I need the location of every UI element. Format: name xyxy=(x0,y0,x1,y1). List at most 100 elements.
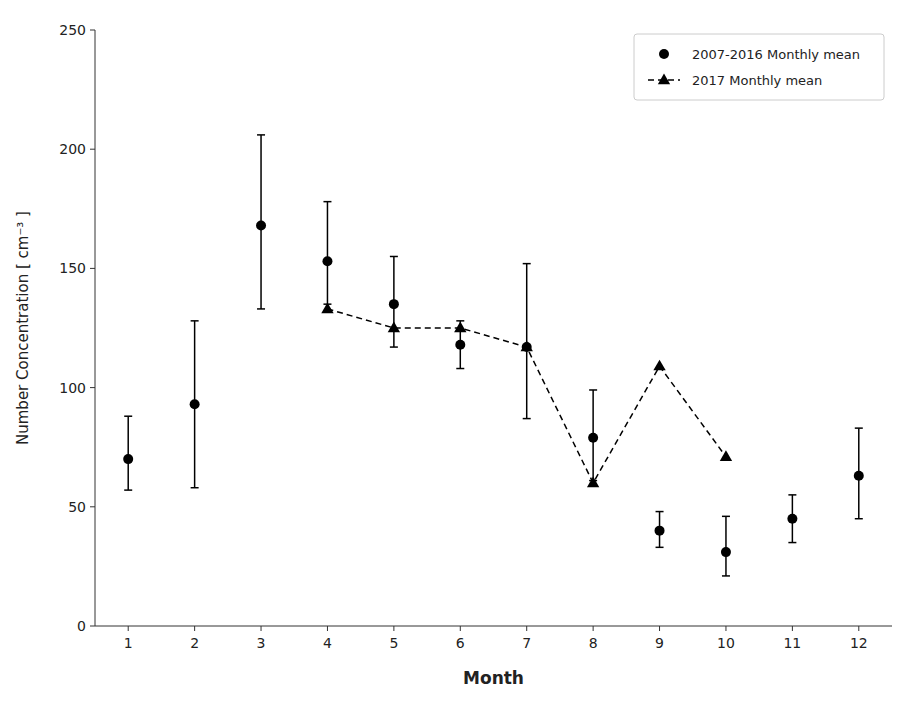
x-tick xyxy=(792,626,793,631)
legend: 2007-2016 Monthly mean 2017 Monthly mean xyxy=(634,34,884,100)
error-bar-upper xyxy=(194,321,196,404)
x-tick xyxy=(327,626,328,631)
x-tick xyxy=(725,626,726,631)
error-bar-upper xyxy=(526,264,528,347)
y-tick xyxy=(90,30,95,31)
legend-label: 2017 Monthly mean xyxy=(692,73,822,88)
y-tick xyxy=(90,149,95,150)
error-bar-upper xyxy=(124,416,132,459)
error-cap-lower xyxy=(722,575,730,577)
error-bar-lower xyxy=(526,347,528,419)
error-bar-upper xyxy=(323,202,331,262)
error-bar-lower xyxy=(523,347,531,419)
error-cap-upper xyxy=(523,263,531,265)
x-tick xyxy=(128,626,129,631)
y-tick-label: 200 xyxy=(59,141,86,157)
error-bar-lower xyxy=(323,261,331,304)
legend-marker xyxy=(659,49,669,59)
x-tick xyxy=(460,626,461,631)
x-tick-label: 3 xyxy=(257,635,266,651)
point xyxy=(854,471,864,481)
legend-label: 2007-2016 Monthly mean xyxy=(692,47,860,62)
error-bar-lower xyxy=(194,404,196,487)
x-tick xyxy=(261,626,262,631)
error-cap-upper xyxy=(589,389,597,391)
error-cap-lower xyxy=(390,346,398,348)
error-cap-upper xyxy=(788,494,796,496)
x-tick-label: 2 xyxy=(190,635,199,651)
error-bar-upper xyxy=(260,135,262,226)
chart-container: 123456789101112050100150200250MonthNumbe… xyxy=(0,0,922,706)
point xyxy=(454,322,466,333)
error-bar-lower xyxy=(858,476,860,519)
error-bar-lower xyxy=(592,438,594,481)
plot-area xyxy=(123,135,864,576)
series xyxy=(123,135,864,576)
y-tick xyxy=(90,506,95,507)
x-axis-line xyxy=(95,626,892,627)
error-cap-lower xyxy=(257,308,265,310)
x-axis-label: Month xyxy=(463,668,524,688)
point xyxy=(190,399,200,409)
chart: 123456789101112050100150200250MonthNumbe… xyxy=(0,0,922,706)
point xyxy=(256,220,266,230)
x-tick-label: 11 xyxy=(783,635,801,651)
point xyxy=(720,450,732,461)
error-cap-upper xyxy=(191,320,199,322)
x-tick xyxy=(858,626,859,631)
point xyxy=(787,514,797,524)
error-bar-lower xyxy=(855,476,863,519)
y-tick-label: 100 xyxy=(59,380,86,396)
error-bar-upper xyxy=(257,135,265,226)
x-tick-label: 5 xyxy=(389,635,398,651)
series xyxy=(321,302,732,487)
x-tick-label: 4 xyxy=(323,635,332,651)
x-tick-label: 1 xyxy=(124,635,133,651)
y-tick-label: 150 xyxy=(59,260,86,276)
point xyxy=(587,476,599,487)
error-cap-lower xyxy=(656,547,664,549)
error-bar-upper xyxy=(393,256,395,304)
point xyxy=(653,360,665,371)
error-bar-upper xyxy=(523,264,531,347)
y-axis-label: Number Concentration [ cm⁻³ ] xyxy=(14,211,32,445)
error-cap-upper xyxy=(124,415,132,417)
error-cap-upper xyxy=(656,511,664,513)
y-tick-label: 250 xyxy=(59,22,86,38)
point xyxy=(321,302,333,313)
x-tick xyxy=(659,626,660,631)
error-bar-upper xyxy=(191,321,199,404)
y-tick xyxy=(90,387,95,388)
axes: 123456789101112050100150200250 xyxy=(59,22,892,651)
y-axis-line xyxy=(95,30,96,626)
legend-box xyxy=(634,34,884,100)
point xyxy=(588,433,598,443)
point xyxy=(455,340,465,350)
point xyxy=(655,526,665,536)
error-bar-upper xyxy=(127,416,129,459)
error-cap-upper xyxy=(323,201,331,203)
error-bar-lower xyxy=(589,438,597,481)
error-cap-upper xyxy=(855,427,863,429)
point xyxy=(388,322,400,333)
point xyxy=(721,547,731,557)
error-cap-upper xyxy=(722,516,730,518)
point xyxy=(322,256,332,266)
error-bar-upper xyxy=(725,516,727,552)
error-cap-upper xyxy=(257,134,265,136)
error-cap-upper xyxy=(390,256,398,258)
point xyxy=(123,454,133,464)
error-bar-upper xyxy=(327,202,329,262)
error-bar-lower xyxy=(191,404,199,487)
legend-marker xyxy=(658,74,670,85)
error-bar-upper xyxy=(589,390,597,438)
point xyxy=(521,341,533,352)
y-tick xyxy=(90,626,95,627)
y-tick-label: 50 xyxy=(68,499,86,515)
error-bar-upper xyxy=(858,428,860,476)
point xyxy=(389,299,399,309)
error-bar-lower xyxy=(327,261,329,304)
error-bar-upper xyxy=(855,428,863,476)
error-cap-lower xyxy=(788,542,796,544)
error-cap-lower xyxy=(456,368,464,370)
